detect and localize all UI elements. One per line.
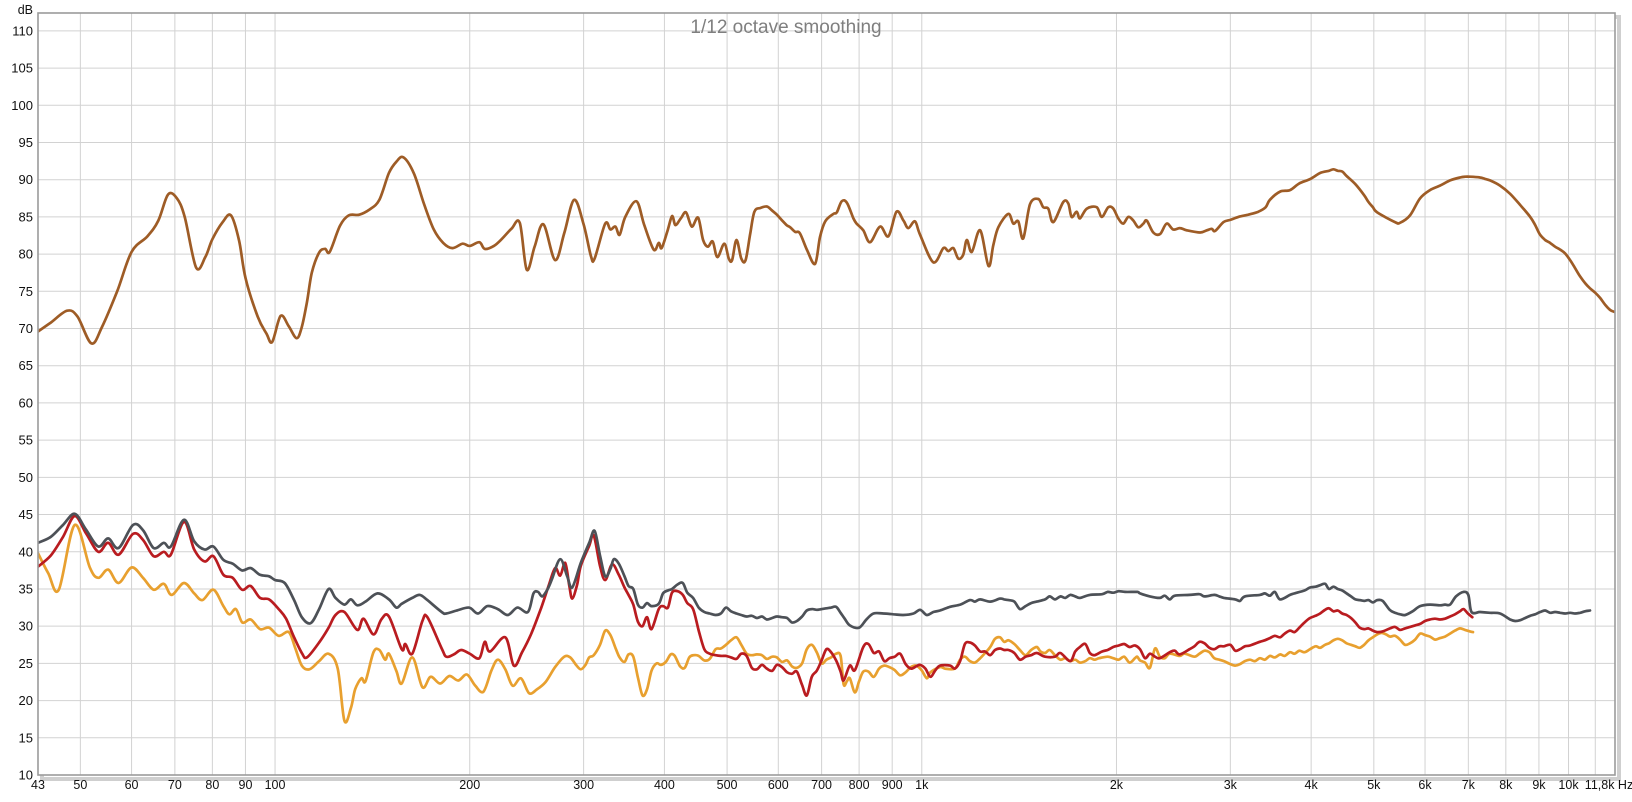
y-tick-label-15: 15 (19, 730, 33, 745)
y-tick-label-40: 40 (19, 544, 33, 559)
trace-grey-curve (38, 512, 1592, 630)
x-tick-label-200hz: 200 (459, 778, 480, 792)
x-tick-label-3000hz: 3k (1224, 778, 1238, 792)
y-tick-label-90: 90 (19, 172, 33, 187)
x-tick-label-800hz: 800 (849, 778, 870, 792)
x-tick-label-2000hz: 2k (1110, 778, 1124, 792)
x-tick-label-7000hz: 7k (1462, 778, 1476, 792)
x-tick-label-500hz: 500 (717, 778, 738, 792)
x-tick-label-11800hz: 11,8k Hz (1585, 778, 1632, 792)
y-tick-label-45: 45 (19, 507, 33, 522)
y-tick-label-25: 25 (19, 656, 33, 671)
x-tick-label-1000hz: 1k (915, 778, 929, 792)
y-tick-label-75: 75 (19, 284, 33, 299)
y-tick-label-70: 70 (19, 321, 33, 336)
y-axis-tick-labels: 110 105 100 95 90 85 80 75 70 65 60 55 50 45 40 35 30 25 2… (11, 23, 33, 782)
y-tick-label-50: 50 (19, 470, 33, 485)
x-tick-label-80hz: 80 (205, 778, 219, 792)
y-tick-label-20: 20 (19, 693, 33, 708)
y-tick-label-95: 95 (19, 135, 33, 150)
measurement-traces (38, 155, 1615, 724)
x-tick-label-43hz: 43 (31, 778, 45, 792)
x-tick-label-4000hz: 4k (1305, 778, 1319, 792)
x-tick-label-70hz: 70 (168, 778, 182, 792)
y-tick-label-80: 80 (19, 247, 33, 262)
x-tick-label-50hz: 50 (73, 778, 87, 792)
chart-title: 1/12 octave smoothing (690, 17, 881, 38)
x-tick-label-6000hz: 6k (1418, 778, 1432, 792)
y-tick-label-60: 60 (19, 395, 33, 410)
x-tick-label-900hz: 900 (882, 778, 903, 792)
y-tick-label-10: 10 (19, 768, 33, 783)
x-tick-label-600hz: 600 (768, 778, 789, 792)
y-tick-label-110: 110 (12, 23, 33, 38)
trace-orange-curve (38, 523, 1475, 724)
x-tick-label-90hz: 90 (239, 778, 253, 792)
x-tick-label-10000hz: 10k (1558, 778, 1579, 792)
x-tick-label-700hz: 700 (811, 778, 832, 792)
x-tick-label-300hz: 300 (573, 778, 594, 792)
trace-brown-curve (38, 155, 1615, 345)
plot-border (37, 12, 1616, 776)
x-tick-label-100hz: 100 (265, 778, 286, 792)
y-tick-label-105: 105 (11, 61, 33, 76)
x-tick-label-400hz: 400 (654, 778, 675, 792)
trace-red-curve (38, 514, 1474, 697)
y-tick-label-100: 100 (11, 98, 33, 113)
y-tick-label-65: 65 (19, 358, 33, 373)
x-tick-label-8000hz: 8k (1499, 778, 1513, 792)
y-axis-unit-label: dB (18, 3, 33, 17)
x-axis-tick-labels: 43 50 60 70 80 90 100 200 300 400 500 600 700 800 900 1… (31, 778, 1632, 792)
x-tick-label-60hz: 60 (125, 778, 139, 792)
y-tick-label-85: 85 (19, 209, 33, 224)
y-tick-label-55: 55 (19, 433, 33, 448)
x-tick-label-5000hz: 5k (1367, 778, 1381, 792)
y-tick-label-35: 35 (19, 581, 33, 596)
y-tick-label-30: 30 (19, 619, 33, 634)
x-tick-label-9000hz: 9k (1532, 778, 1546, 792)
